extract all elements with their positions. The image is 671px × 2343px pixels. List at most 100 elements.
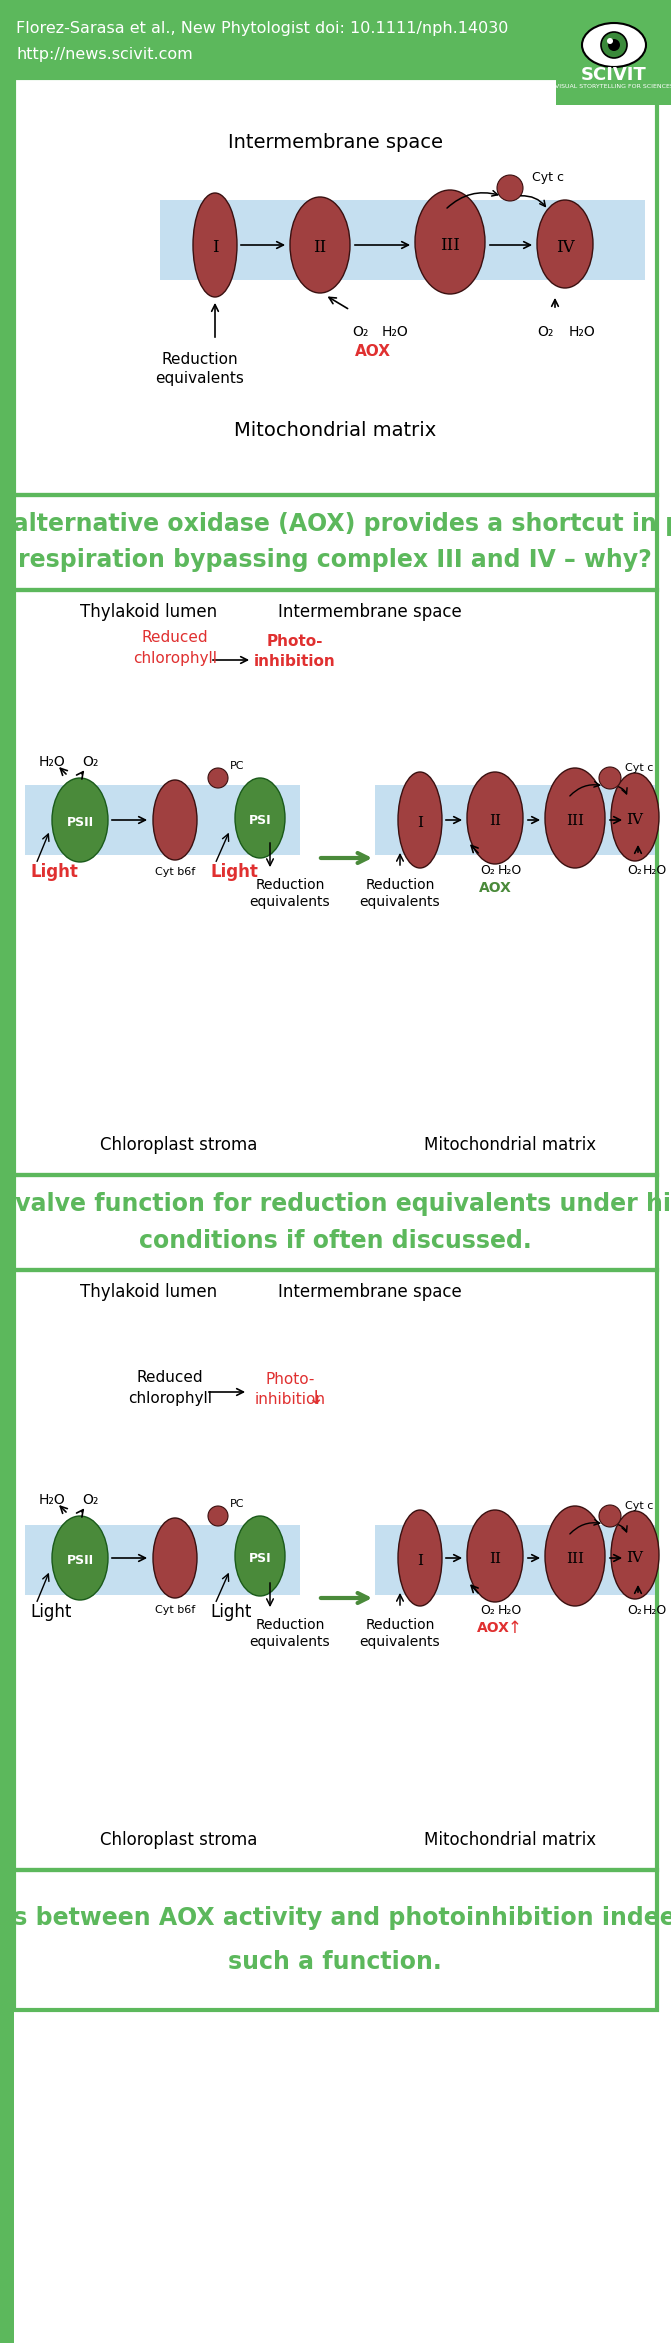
Text: SCIVIT: SCIVIT xyxy=(581,66,647,84)
Text: Cyt c: Cyt c xyxy=(625,1502,654,1511)
Text: Cyt b6f: Cyt b6f xyxy=(155,1605,195,1614)
Text: Intermembrane space: Intermembrane space xyxy=(278,602,462,621)
Text: H₂O: H₂O xyxy=(498,1603,522,1617)
Bar xyxy=(375,785,655,855)
Text: Photo-: Photo- xyxy=(265,1373,315,1387)
Text: Light: Light xyxy=(210,1603,252,1621)
Text: equivalents: equivalents xyxy=(250,1635,330,1649)
Text: O₂: O₂ xyxy=(82,754,98,769)
Text: Reduced: Reduced xyxy=(137,1371,203,1385)
Text: PSII: PSII xyxy=(66,1553,93,1567)
Text: III: III xyxy=(566,813,584,827)
Text: Cyt b6f: Cyt b6f xyxy=(155,867,195,876)
Ellipse shape xyxy=(537,199,593,288)
Circle shape xyxy=(599,1504,621,1528)
Text: Cyt c: Cyt c xyxy=(625,764,654,773)
Text: PC: PC xyxy=(230,761,244,771)
Text: PSII: PSII xyxy=(66,815,93,829)
Text: O₂: O₂ xyxy=(627,865,642,876)
Text: conditions if often discussed.: conditions if often discussed. xyxy=(139,1228,531,1254)
Text: Light: Light xyxy=(30,1603,71,1621)
Bar xyxy=(375,1525,655,1596)
Text: I: I xyxy=(417,815,423,829)
Ellipse shape xyxy=(467,1509,523,1603)
Text: I: I xyxy=(211,239,218,255)
Text: Plant alternative oxidase (AOX) provides a shortcut in plant: Plant alternative oxidase (AOX) provides… xyxy=(0,513,671,537)
Text: VISUAL STORYTELLING FOR SCIENCES: VISUAL STORYTELLING FOR SCIENCES xyxy=(555,84,671,89)
Text: Reduction: Reduction xyxy=(365,879,435,893)
Ellipse shape xyxy=(290,197,350,293)
Text: A safety-valve function for reduction equivalents under high light: A safety-valve function for reduction eq… xyxy=(0,1193,671,1216)
Circle shape xyxy=(608,40,620,52)
Ellipse shape xyxy=(235,778,285,858)
Text: PSI: PSI xyxy=(249,1551,271,1565)
Text: Cyt c: Cyt c xyxy=(532,171,564,185)
Text: ↑: ↑ xyxy=(508,1619,522,1638)
Ellipse shape xyxy=(153,780,197,860)
Text: II: II xyxy=(489,813,501,827)
Text: IV: IV xyxy=(627,1551,643,1565)
Text: equivalents: equivalents xyxy=(360,895,440,909)
Bar xyxy=(14,1270,657,1870)
Text: Photo-: Photo- xyxy=(267,635,323,649)
Text: O₂: O₂ xyxy=(352,326,368,340)
Text: equivalents: equivalents xyxy=(360,1635,440,1649)
Text: ↓: ↓ xyxy=(308,1389,324,1408)
Text: H₂O: H₂O xyxy=(568,326,595,340)
Text: Reduction: Reduction xyxy=(255,879,325,893)
Bar xyxy=(25,785,300,855)
Text: Reduced: Reduced xyxy=(142,630,208,647)
Bar xyxy=(25,1525,300,1596)
Text: chlorophyll: chlorophyll xyxy=(128,1389,212,1406)
Text: such a function.: such a function. xyxy=(228,1949,442,1975)
Text: Mitochondrial matrix: Mitochondrial matrix xyxy=(234,419,436,440)
Ellipse shape xyxy=(52,778,108,862)
Circle shape xyxy=(208,1507,228,1525)
Text: AOX: AOX xyxy=(476,1621,509,1635)
Ellipse shape xyxy=(545,1507,605,1605)
Text: respiration bypassing complex III and IV – why?: respiration bypassing complex III and IV… xyxy=(18,548,652,572)
Text: O₂: O₂ xyxy=(82,1492,98,1507)
Ellipse shape xyxy=(235,1516,285,1596)
Ellipse shape xyxy=(52,1516,108,1600)
Text: Intermembrane space: Intermembrane space xyxy=(278,1284,462,1300)
Text: Correlations between AOX activity and photoinhibition indeed support: Correlations between AOX activity and ph… xyxy=(0,1905,671,1931)
Bar xyxy=(0,0,671,77)
Text: equivalents: equivalents xyxy=(156,370,244,387)
Bar xyxy=(0,0,14,2343)
Text: H₂O: H₂O xyxy=(39,1492,65,1507)
Text: II: II xyxy=(489,1551,501,1565)
Bar xyxy=(14,1174,657,1270)
Bar xyxy=(657,0,671,2343)
Text: equivalents: equivalents xyxy=(250,895,330,909)
Text: Thylakoid lumen: Thylakoid lumen xyxy=(80,602,217,621)
Circle shape xyxy=(208,769,228,787)
Ellipse shape xyxy=(193,192,237,298)
Bar xyxy=(14,1870,657,2010)
Bar xyxy=(556,0,671,105)
Ellipse shape xyxy=(545,769,605,867)
Text: Light: Light xyxy=(210,862,258,881)
Text: Chloroplast stroma: Chloroplast stroma xyxy=(100,1136,258,1155)
Text: O₂: O₂ xyxy=(537,326,553,340)
Bar xyxy=(14,494,657,590)
Text: inhibition: inhibition xyxy=(254,654,336,670)
Ellipse shape xyxy=(611,773,659,860)
Text: H₂O: H₂O xyxy=(39,754,65,769)
Text: O₂: O₂ xyxy=(480,865,495,876)
Text: Chloroplast stroma: Chloroplast stroma xyxy=(100,1830,258,1849)
Text: III: III xyxy=(566,1551,584,1565)
Text: O₂: O₂ xyxy=(627,1603,642,1617)
Text: I: I xyxy=(417,1553,423,1567)
Text: H₂O: H₂O xyxy=(382,326,409,340)
Text: PC: PC xyxy=(230,1500,244,1509)
Text: Intermembrane space: Intermembrane space xyxy=(227,134,442,152)
Text: H₂O: H₂O xyxy=(643,1603,667,1617)
Text: III: III xyxy=(440,237,460,253)
Text: chlorophyll: chlorophyll xyxy=(133,651,217,665)
Text: AOX: AOX xyxy=(355,344,391,358)
Ellipse shape xyxy=(415,190,485,293)
Circle shape xyxy=(607,37,613,45)
Circle shape xyxy=(601,33,627,59)
Text: H₂O: H₂O xyxy=(498,865,522,876)
